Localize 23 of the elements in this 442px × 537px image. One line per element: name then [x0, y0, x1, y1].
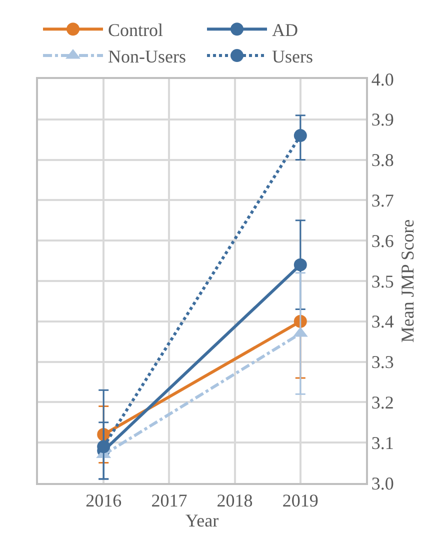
x-tick-label: 2017	[151, 490, 188, 510]
y-tick-label: 4.0	[371, 69, 394, 90]
point	[294, 258, 307, 272]
y-tick-label: 3.9	[371, 110, 394, 130]
x-axis-title: Year	[185, 510, 219, 530]
legend-label: Users	[272, 46, 313, 67]
y-tick-label: 3.1	[371, 432, 394, 453]
y-tick-label: 3.4	[371, 312, 394, 332]
y-tick-label: 3.5	[371, 271, 394, 292]
point	[294, 129, 307, 142]
legend-label: Control	[108, 20, 164, 40]
y-tick-label: 3.3	[371, 352, 394, 372]
y-tick-label: 3.8	[371, 150, 394, 170]
x-tick-label: 2018	[216, 490, 253, 510]
y-tick-label: 3.7	[371, 190, 394, 210]
y-tick-label: 3.0	[371, 473, 394, 494]
y-axis-title: Mean JMP Score	[397, 219, 418, 343]
y-tick-label: 3.6	[371, 230, 394, 251]
x-tick-label: 2016	[86, 490, 122, 510]
x-tick-label: 2019	[282, 490, 318, 510]
legend-label: AD	[272, 20, 298, 40]
legend-label: Non-Users	[108, 46, 186, 67]
y-tick-label: 3.2	[371, 392, 394, 412]
